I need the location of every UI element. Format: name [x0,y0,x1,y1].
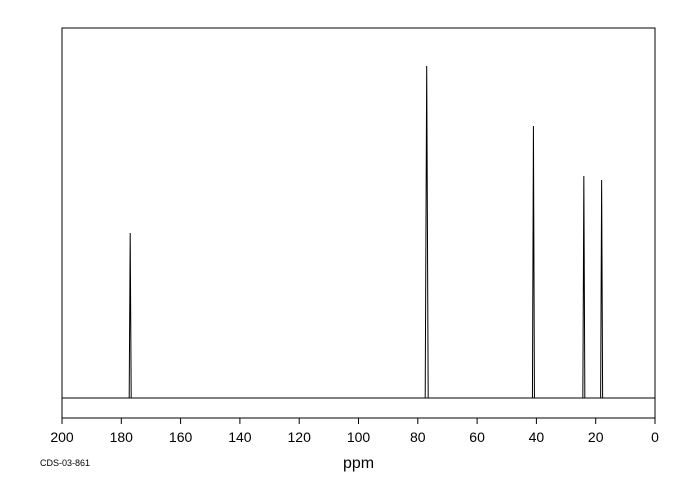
peak-2 [531,126,535,398]
x-tick-label: 120 [288,429,312,445]
peak-1 [424,66,429,398]
x-tick-label: 160 [169,429,193,445]
x-tick-label: 40 [529,429,545,445]
x-tick-label: 200 [50,429,74,445]
peak-3 [582,176,586,398]
nmr-spectrum-chart: 200180160140120100806040200ppmCDS-03-861 [0,0,680,500]
x-tick-label: 20 [588,429,604,445]
sample-id: CDS-03-861 [40,458,90,468]
plot-border [62,28,655,418]
spectrum-svg: 200180160140120100806040200ppmCDS-03-861 [0,0,680,500]
peak-0 [128,233,132,398]
peak-4 [600,180,604,398]
x-tick-label: 60 [469,429,485,445]
x-axis-label: ppm [343,455,374,472]
x-tick-label: 140 [228,429,252,445]
x-tick-label: 180 [110,429,134,445]
x-tick-label: 100 [347,429,371,445]
x-tick-label: 80 [410,429,426,445]
x-tick-label: 0 [651,429,659,445]
